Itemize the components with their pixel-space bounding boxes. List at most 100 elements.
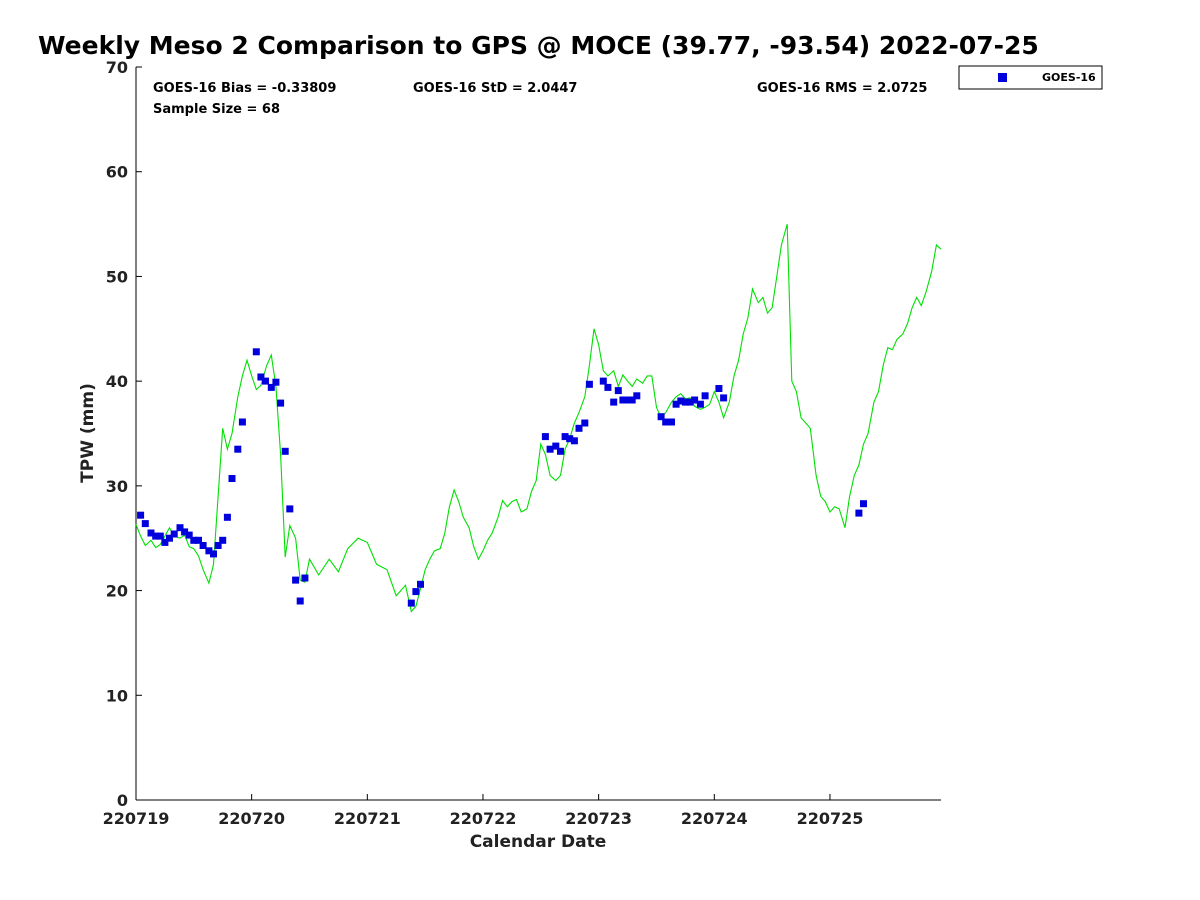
goes-16-point — [585, 380, 593, 388]
goes-16-point — [181, 528, 189, 536]
goes-16-point — [575, 424, 583, 432]
x-tick-label: 220723 — [565, 809, 632, 828]
goes-16-point — [668, 418, 675, 426]
x-tick-label: 220721 — [334, 809, 401, 828]
goes-16-point — [292, 576, 300, 584]
goes-16-point — [677, 397, 685, 405]
goes-16-point — [633, 392, 641, 400]
goes-16-point — [272, 378, 280, 386]
chart-title: Weekly Meso 2 Comparison to GPS @ MOCE (… — [38, 31, 1039, 60]
x-tick-label: 220724 — [681, 809, 748, 828]
std-stat: GOES-16 StD = 2.0447 — [413, 81, 577, 96]
goes-16-point — [141, 520, 149, 528]
goes-16-point — [257, 373, 265, 381]
goes-16-point — [190, 536, 198, 544]
goes-16-point — [252, 348, 260, 356]
goes-16-point — [570, 437, 578, 445]
y-tick-label: 60 — [106, 163, 128, 182]
y-tick-label: 50 — [106, 267, 128, 286]
y-axis-label: TPW (mm) — [78, 383, 98, 483]
legend-box — [958, 65, 1103, 90]
goes-16-point — [199, 542, 207, 549]
y-tick-label: 70 — [106, 58, 128, 77]
goes-16-point — [301, 574, 309, 582]
goes-16-point — [176, 524, 184, 532]
goes-16-point — [691, 396, 699, 404]
goes-16-point — [715, 385, 723, 392]
y-tick-label: 20 — [106, 582, 128, 601]
goes-16-point — [281, 447, 289, 455]
x-ticks: 220719 220720 220721 220722 220723 220724 2207… — [103, 794, 864, 828]
x-axis-label: Calendar Date — [470, 832, 607, 852]
goes-16-point — [860, 500, 867, 508]
goes-16-point — [147, 529, 155, 537]
bias-stat: GOES-16 Bias = -0.33809 — [153, 81, 336, 96]
goes-16-point — [214, 542, 222, 549]
goes-16-point — [195, 536, 202, 544]
gps-series-group — [135, 223, 942, 613]
goes-16-point — [686, 398, 694, 406]
goes-16-point — [619, 396, 627, 404]
goes-16-point — [546, 445, 554, 453]
x-tick-label: 220722 — [450, 809, 517, 828]
goes-16-series-group — [137, 348, 867, 607]
legend-marker — [998, 73, 1007, 82]
goes-16-point — [541, 433, 549, 441]
legend-label-goes-16: GOES-16 — [1042, 71, 1096, 84]
goes-16-point — [417, 580, 424, 588]
goes-16-point — [681, 398, 689, 406]
goes-16-point — [219, 536, 227, 544]
goes-16-point — [720, 394, 728, 402]
goes-16-point — [662, 418, 670, 426]
x-tick-label: 220719 — [103, 809, 170, 828]
goes-16-point — [552, 442, 560, 450]
goes-16-point — [210, 550, 217, 558]
goes-16-point — [170, 530, 178, 538]
goes-16-point — [701, 392, 709, 400]
goes-16-point — [696, 400, 704, 408]
rms-stat: GOES-16 RMS = 2.0725 — [757, 81, 927, 96]
goes-16-point — [610, 398, 618, 406]
x-tick-label: 220725 — [797, 809, 864, 828]
goes-16-point — [262, 377, 269, 385]
gps-series-line — [135, 223, 942, 613]
goes-16-point — [156, 532, 164, 540]
goes-16-point — [855, 509, 863, 517]
goes-16-point — [581, 419, 589, 427]
goes-16-point — [137, 511, 145, 519]
goes-16-point — [624, 396, 632, 404]
y-tick-label: 10 — [106, 686, 128, 705]
goes-16-point — [614, 387, 622, 395]
goes-16-point — [267, 383, 275, 391]
goes-16-point — [234, 445, 242, 453]
goes-16-point — [407, 599, 415, 607]
goes-16-point — [205, 547, 213, 555]
goes-16-point — [185, 531, 193, 539]
goes-16-point — [152, 532, 160, 540]
goes-16-point — [599, 377, 607, 385]
goes-16-point — [412, 588, 420, 596]
goes-16-point — [296, 597, 304, 605]
goes-16-point — [161, 538, 169, 546]
x-tick-label: 220720 — [218, 809, 285, 828]
goes-16-point — [604, 383, 612, 391]
goes-16-point — [566, 435, 574, 443]
goes-16-point — [223, 513, 231, 521]
goes-16-point — [238, 418, 246, 426]
sample-size-stat: Sample Size = 68 — [153, 102, 280, 117]
goes-16-point — [286, 505, 294, 513]
goes-16-point — [628, 396, 636, 404]
goes-16-point — [561, 433, 569, 441]
y-ticks: 0 10 20 30 40 50 60 70 — [106, 58, 142, 810]
goes-16-point — [672, 400, 680, 408]
goes-16-point — [557, 447, 564, 455]
goes-16-point — [657, 413, 665, 421]
goes-16-point — [228, 475, 236, 482]
y-tick-label: 0 — [117, 791, 128, 810]
legend: GOES-16 — [958, 65, 1103, 90]
y-tick-label: 30 — [106, 477, 128, 496]
y-tick-label: 40 — [106, 372, 128, 391]
plot-frame — [135, 67, 941, 801]
goes-16-point — [166, 534, 173, 542]
